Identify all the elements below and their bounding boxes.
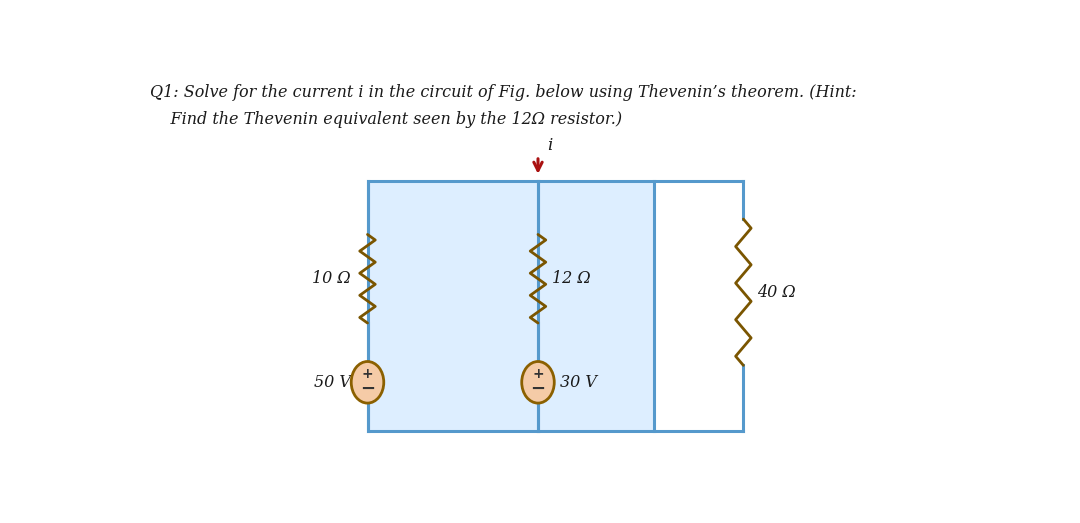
Ellipse shape (522, 361, 554, 403)
Bar (367, 180, 654, 431)
Text: 40 Ω: 40 Ω (757, 283, 796, 301)
Ellipse shape (351, 361, 383, 403)
Text: 12 Ω: 12 Ω (552, 270, 591, 287)
Text: −: − (530, 380, 545, 398)
Text: +: + (532, 368, 544, 381)
Text: 30 V: 30 V (559, 374, 596, 391)
Text: Q1: Solve for the current i in the circuit of Fig. below using Thevenin’s theore: Q1: Solve for the current i in the circu… (150, 84, 858, 101)
Text: +: + (362, 368, 374, 381)
Text: i: i (548, 137, 553, 154)
Text: −: − (360, 380, 375, 398)
Text: 50 V: 50 V (313, 374, 350, 391)
Text: Find the Thevenin equivalent seen by the 12Ω resistor.): Find the Thevenin equivalent seen by the… (150, 111, 623, 128)
Text: 10 Ω: 10 Ω (312, 270, 350, 287)
